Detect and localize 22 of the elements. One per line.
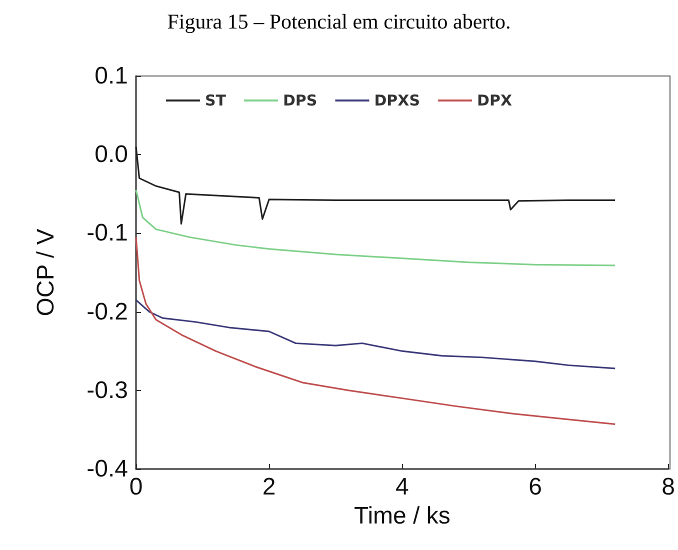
x-tick-label: 4	[395, 474, 409, 500]
line-series	[135, 299, 616, 370]
x-tick-label: 0	[129, 474, 143, 500]
legend-label: DPXS	[374, 92, 420, 110]
chart-title: Figura 15 – Potencial em circuito aberto.	[167, 10, 511, 34]
line-series	[135, 236, 616, 425]
legend-label: DPX	[477, 92, 512, 110]
y-tick-label: -0.4	[86, 456, 128, 482]
y-tick-label: 0.0	[94, 141, 128, 168]
y-tick-label: 0.1	[94, 62, 128, 90]
x-tick-label: 2	[262, 474, 276, 500]
x-tick-label: 6	[528, 474, 542, 500]
line-series	[135, 146, 616, 225]
x-axis-title: Time / ks	[354, 502, 450, 530]
legend-label: ST	[204, 92, 227, 110]
x-tick-label: 8	[662, 474, 676, 500]
y-tick-label: -0.2	[86, 298, 128, 326]
line-series	[135, 189, 616, 266]
y-tick-label: -0.3	[86, 376, 128, 404]
y-tick-label: -0.1	[86, 220, 128, 247]
y-axis-title: OCP / V	[32, 228, 60, 316]
legend-label: DPS	[282, 92, 318, 110]
